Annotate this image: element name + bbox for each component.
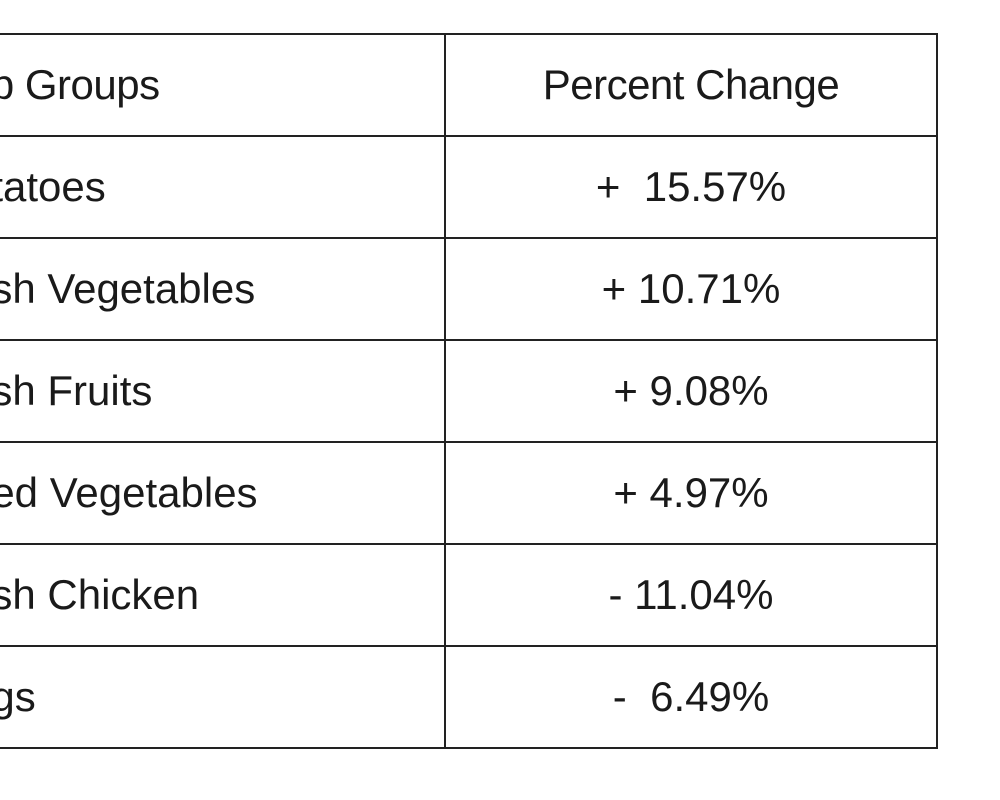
change-value: + 15.57% bbox=[595, 163, 787, 210]
group-cell: ggs bbox=[0, 645, 446, 749]
change-value: - 11.04% bbox=[608, 571, 774, 618]
table-row: otatoes + 15.57% bbox=[0, 135, 938, 239]
change-value: + 9.08% bbox=[613, 367, 769, 414]
table-row: esh Chicken - 11.04% bbox=[0, 543, 938, 647]
change-value: + 10.71% bbox=[601, 265, 781, 312]
group-cell: esh Vegetables bbox=[0, 237, 446, 341]
table-header-row: ub Groups Percent Change bbox=[0, 33, 938, 137]
group-cell: esh Chicken bbox=[0, 543, 446, 647]
group-label: ggs bbox=[0, 673, 36, 720]
change-value: + 4.97% bbox=[613, 469, 769, 516]
group-label: ried Vegetables bbox=[0, 469, 258, 516]
percent-change-table-container: ub Groups Percent Change otatoes + 15.57… bbox=[0, 33, 938, 749]
table-row: ggs - 6.49% bbox=[0, 645, 938, 749]
group-cell: esh Fruits bbox=[0, 339, 446, 443]
group-label: esh Chicken bbox=[0, 571, 200, 618]
change-cell: - 6.49% bbox=[444, 645, 938, 749]
change-value: - 6.49% bbox=[612, 673, 770, 720]
percent-change-table: ub Groups Percent Change otatoes + 15.57… bbox=[0, 33, 938, 749]
table-row: ried Vegetables + 4.97% bbox=[0, 441, 938, 545]
group-label: esh Vegetables bbox=[0, 265, 256, 312]
group-label: esh Fruits bbox=[0, 367, 153, 414]
group-cell: ried Vegetables bbox=[0, 441, 446, 545]
header-percent-change: Percent Change bbox=[444, 33, 938, 137]
change-cell: + 4.97% bbox=[444, 441, 938, 545]
header-sub-groups-label: ub Groups bbox=[0, 61, 160, 108]
group-cell: otatoes bbox=[0, 135, 446, 239]
change-cell: + 10.71% bbox=[444, 237, 938, 341]
change-cell: - 11.04% bbox=[444, 543, 938, 647]
header-percent-change-label: Percent Change bbox=[542, 61, 840, 108]
table-row: esh Vegetables + 10.71% bbox=[0, 237, 938, 341]
table-row: esh Fruits + 9.08% bbox=[0, 339, 938, 443]
group-label: otatoes bbox=[0, 163, 106, 210]
change-cell: + 9.08% bbox=[444, 339, 938, 443]
header-sub-groups: ub Groups bbox=[0, 33, 446, 137]
change-cell: + 15.57% bbox=[444, 135, 938, 239]
